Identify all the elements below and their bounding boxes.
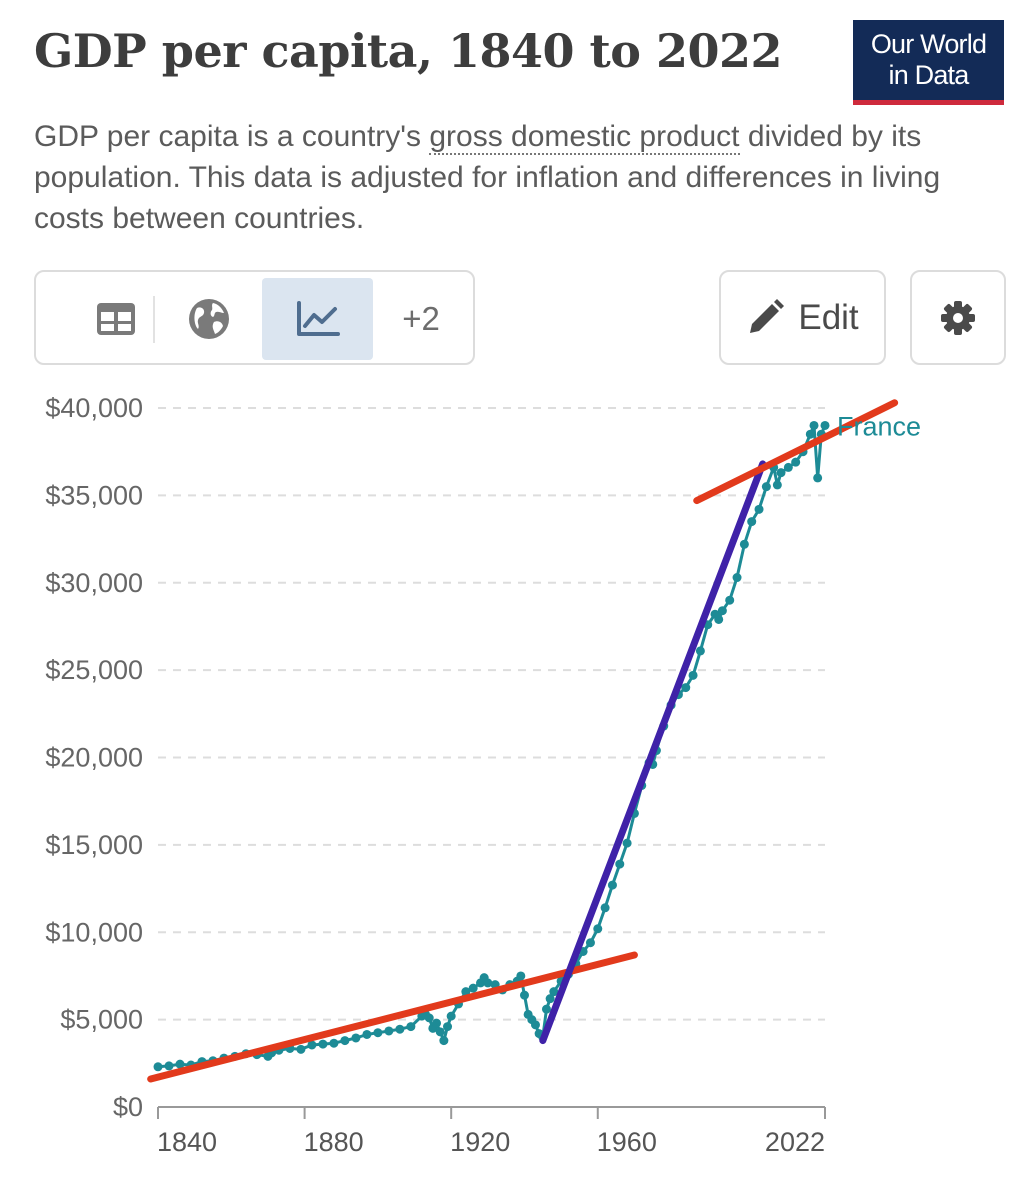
data-point[interactable] bbox=[545, 994, 555, 1004]
data-point[interactable] bbox=[805, 429, 815, 439]
data-point[interactable] bbox=[435, 1027, 445, 1037]
data-point[interactable] bbox=[600, 903, 610, 913]
tab-table[interactable] bbox=[60, 278, 172, 360]
data-point[interactable] bbox=[395, 1024, 405, 1034]
globe-icon bbox=[189, 299, 229, 339]
data-point[interactable] bbox=[530, 1020, 540, 1030]
data-point[interactable] bbox=[164, 1061, 174, 1071]
data-point[interactable] bbox=[809, 420, 819, 430]
tab-more[interactable]: +2 bbox=[402, 300, 440, 337]
data-point[interactable] bbox=[695, 646, 705, 656]
data-point[interactable] bbox=[439, 1036, 449, 1046]
settings-button[interactable] bbox=[910, 270, 1006, 365]
data-point[interactable] bbox=[717, 606, 727, 616]
data-point[interactable] bbox=[607, 880, 617, 890]
view-tab-bar: +2 bbox=[34, 270, 475, 365]
gdp-definition-link[interactable]: gross domestic product bbox=[429, 120, 740, 155]
data-point[interactable] bbox=[541, 1004, 551, 1014]
y-tick-label: $35,000 bbox=[45, 480, 143, 510]
data-point[interactable] bbox=[732, 573, 742, 583]
data-point[interactable] bbox=[443, 1022, 453, 1032]
y-tick-label: $20,000 bbox=[45, 743, 143, 773]
tab-map[interactable] bbox=[156, 278, 262, 360]
pencil-icon bbox=[750, 298, 785, 333]
logo-line-1: Our World bbox=[870, 29, 987, 59]
data-point[interactable] bbox=[468, 983, 478, 993]
logo-line-2: in Data bbox=[888, 60, 970, 90]
data-point[interactable] bbox=[296, 1044, 306, 1054]
data-point[interactable] bbox=[772, 480, 782, 490]
subtitle-text-before: GDP per capita is a country's bbox=[34, 120, 430, 153]
data-point[interactable] bbox=[549, 987, 559, 997]
subtitle-text-after: divided by its population. This data is … bbox=[34, 120, 941, 235]
data-point[interactable] bbox=[754, 504, 764, 514]
data-point[interactable] bbox=[307, 1040, 317, 1050]
trend-line-red-2 bbox=[693, 399, 899, 505]
data-point[interactable] bbox=[714, 614, 724, 624]
line-chart-icon bbox=[296, 301, 340, 336]
data-point[interactable] bbox=[783, 462, 793, 472]
x-tick-label: 1920 bbox=[450, 1127, 510, 1157]
data-point[interactable] bbox=[593, 924, 603, 934]
chart-subtitle: GDP per capita is a country's gross dome… bbox=[34, 116, 974, 239]
data-point[interactable] bbox=[622, 838, 632, 848]
data-point[interactable] bbox=[153, 1062, 163, 1072]
data-point[interactable] bbox=[585, 938, 595, 948]
data-point[interactable] bbox=[340, 1036, 350, 1046]
data-point[interactable] bbox=[461, 987, 471, 997]
series-line-france bbox=[157, 424, 827, 1069]
data-point[interactable] bbox=[761, 482, 771, 492]
x-tick-label: 2022 bbox=[765, 1127, 825, 1157]
y-tick-label: $15,000 bbox=[45, 830, 143, 860]
data-point[interactable] bbox=[791, 457, 801, 467]
data-point[interactable] bbox=[362, 1029, 372, 1039]
data-point[interactable] bbox=[329, 1038, 339, 1048]
data-point[interactable] bbox=[813, 473, 823, 483]
y-tick-label: $10,000 bbox=[45, 917, 143, 947]
data-point[interactable] bbox=[384, 1026, 394, 1036]
series-label: France bbox=[837, 411, 921, 441]
data-point[interactable] bbox=[373, 1028, 383, 1038]
x-tick-label: 1880 bbox=[304, 1127, 364, 1157]
y-tick-label: $5,000 bbox=[60, 1005, 143, 1035]
edit-button[interactable]: Edit bbox=[719, 270, 886, 365]
data-point[interactable] bbox=[747, 517, 757, 527]
data-point[interactable] bbox=[318, 1039, 328, 1049]
trend-line-red-0 bbox=[147, 951, 638, 1083]
edit-button-label: Edit bbox=[798, 297, 859, 337]
data-point[interactable] bbox=[615, 859, 625, 869]
x-tick-label: 1960 bbox=[597, 1127, 657, 1157]
gear-icon bbox=[941, 300, 975, 335]
page-title: GDP per capita, 1840 to 2022 bbox=[34, 24, 783, 78]
data-point[interactable] bbox=[725, 595, 735, 605]
data-point[interactable] bbox=[820, 420, 830, 430]
table-icon bbox=[97, 303, 135, 335]
data-point[interactable] bbox=[446, 1011, 456, 1021]
data-point[interactable] bbox=[681, 683, 691, 693]
data-point[interactable] bbox=[776, 468, 786, 478]
tab-chart[interactable] bbox=[262, 278, 373, 360]
data-point[interactable] bbox=[688, 670, 698, 680]
x-tick-label: 1840 bbox=[157, 1127, 217, 1157]
data-point[interactable] bbox=[483, 978, 493, 988]
data-point[interactable] bbox=[519, 990, 529, 1000]
y-tick-label: $30,000 bbox=[45, 568, 143, 598]
y-tick-label: $25,000 bbox=[45, 655, 143, 685]
data-point[interactable] bbox=[432, 1018, 442, 1028]
owid-logo[interactable]: Our World in Data bbox=[853, 20, 1004, 105]
data-point[interactable] bbox=[516, 971, 526, 981]
data-point[interactable] bbox=[424, 1013, 434, 1023]
y-tick-label: $40,000 bbox=[45, 393, 143, 423]
gdp-line-chart: $0 $5,000 $10,000 $15,000 $20,000 $25,000 $30,… bbox=[45, 393, 921, 1157]
data-point[interactable] bbox=[351, 1033, 361, 1043]
y-tick-label: $0 bbox=[113, 1092, 143, 1122]
trend-line-purple-1 bbox=[539, 460, 767, 1045]
data-point[interactable] bbox=[739, 539, 749, 549]
tab-separator bbox=[153, 296, 155, 343]
data-point[interactable] bbox=[175, 1059, 185, 1069]
data-point[interactable] bbox=[406, 1022, 416, 1032]
